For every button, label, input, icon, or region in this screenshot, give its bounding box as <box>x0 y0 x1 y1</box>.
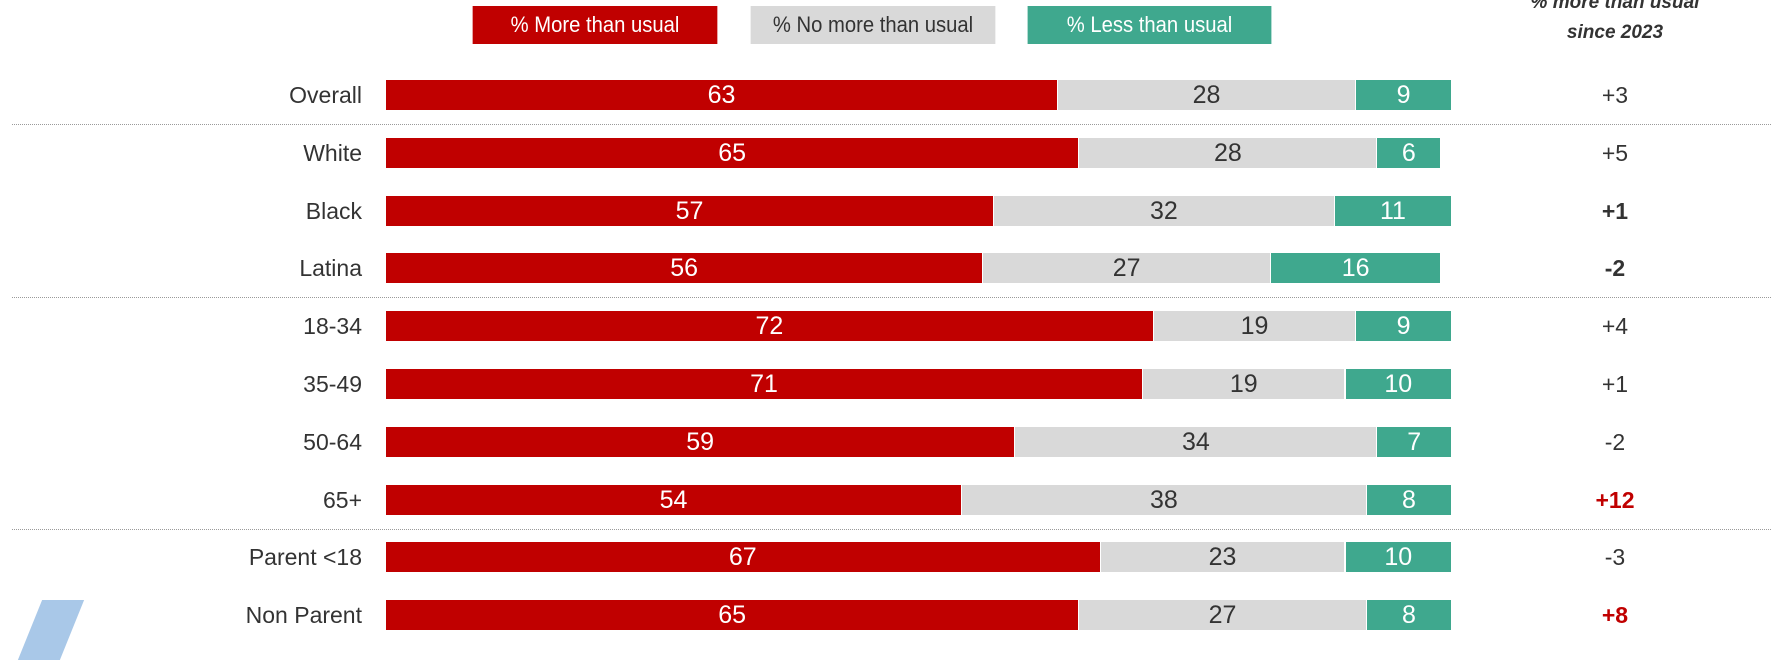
bar-more-65: 54 <box>386 485 962 515</box>
bar-no-more-latina: 27 <box>982 253 1270 283</box>
legend-more-than-usual: % More than usual <box>472 6 718 44</box>
bar-more-overall: 63 <box>386 80 1057 110</box>
bar-less-black: 11 <box>1333 196 1451 226</box>
row-label-parent-18: Parent <18 <box>248 543 362 570</box>
row-label-65: 65+ <box>322 486 362 513</box>
group-divider <box>12 529 1771 530</box>
change-value-18-34: +4 <box>1601 312 1629 339</box>
legend-less-label: % Less than usual <box>1066 12 1233 37</box>
group-divider <box>12 297 1771 298</box>
bar-no-more-non-parent: 27 <box>1078 600 1366 630</box>
bar-more-18-34: 72 <box>386 311 1153 341</box>
bar-no-more-18-34: 19 <box>1152 311 1356 341</box>
bar-more-50-64: 59 <box>386 427 1015 457</box>
bar-more-white: 65 <box>386 138 1079 168</box>
row-label-non-parent: Non Parent <box>245 601 362 628</box>
bar-less-50-64: 7 <box>1376 427 1451 457</box>
change-value-latina: -2 <box>1604 254 1626 281</box>
change-value-50-64: -2 <box>1604 428 1626 455</box>
bar-less-latina: 16 <box>1269 253 1441 283</box>
bar-no-more-white: 28 <box>1078 138 1377 168</box>
legend-more-label: % More than usual <box>510 12 680 37</box>
row-label-black: Black <box>305 197 362 224</box>
bar-less-18-34: 9 <box>1355 311 1451 341</box>
bar-less-white: 6 <box>1376 138 1441 168</box>
bar-no-more-50-64: 34 <box>1014 427 1377 457</box>
bar-no-more-black: 32 <box>993 196 1334 226</box>
row-label-overall: Overall <box>289 81 362 108</box>
bar-more-latina: 56 <box>386 253 983 283</box>
bar-less-35-49: 10 <box>1344 369 1451 399</box>
legend-no-more-label: % No more than usual <box>772 12 974 37</box>
group-divider <box>12 124 1771 125</box>
bar-less-overall: 9 <box>1355 80 1451 110</box>
change-value-65: +12 <box>1595 486 1635 513</box>
change-value-35-49: +1 <box>1601 370 1629 397</box>
bar-no-more-35-49: 19 <box>1142 369 1345 399</box>
bar-more-parent-18: 67 <box>386 542 1100 572</box>
change-value-non-parent: +8 <box>1601 601 1629 628</box>
change-value-overall: +3 <box>1601 81 1629 108</box>
bar-less-non-parent: 8 <box>1365 600 1451 630</box>
legend-less-than-usual: % Less than usual <box>1027 6 1272 44</box>
row-label-latina: Latina <box>299 254 362 281</box>
change-header-line2: since 2023 <box>1566 22 1664 43</box>
change-value-white: +5 <box>1601 139 1629 166</box>
change-value-parent-18: -3 <box>1604 543 1626 570</box>
row-label-50-64: 50-64 <box>303 428 362 455</box>
bar-no-more-parent-18: 23 <box>1099 542 1345 572</box>
bar-more-35-49: 71 <box>386 369 1143 399</box>
row-label-35-49: 35-49 <box>303 370 362 397</box>
row-label-white: White <box>303 139 362 166</box>
row-label-18-34: 18-34 <box>303 312 362 339</box>
bar-more-black: 57 <box>386 196 994 226</box>
change-header-line1: % more than usual <box>1530 0 1700 13</box>
bar-more-non-parent: 65 <box>386 600 1079 630</box>
change-value-black: +1 <box>1601 197 1629 224</box>
change-column-header: % more than usual since 2023 <box>1530 0 1700 48</box>
bar-less-65: 8 <box>1365 485 1451 515</box>
bar-no-more-overall: 28 <box>1056 80 1356 110</box>
bar-less-parent-18: 10 <box>1344 542 1451 572</box>
legend-no-more-than-usual: % No more than usual <box>750 6 996 44</box>
bar-no-more-65: 38 <box>961 485 1366 515</box>
